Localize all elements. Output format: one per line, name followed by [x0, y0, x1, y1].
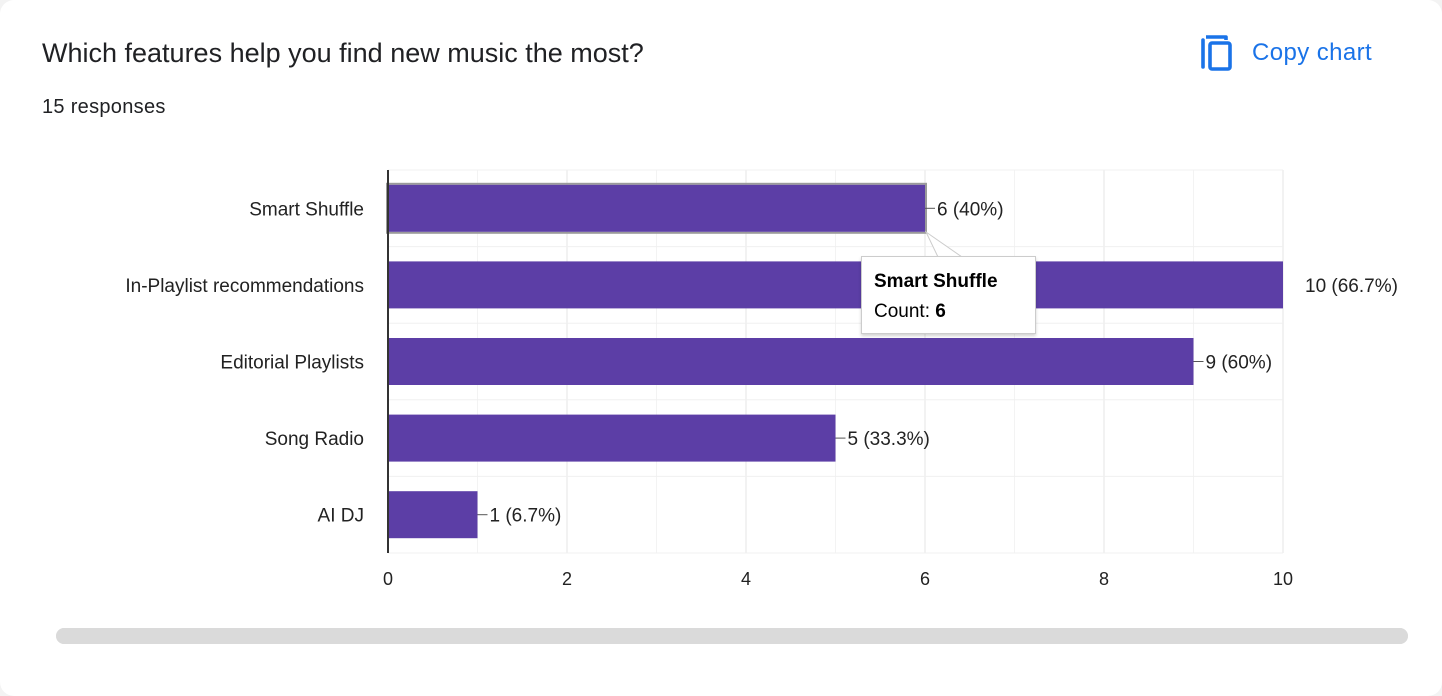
category-label: In-Playlist recommendations	[125, 276, 364, 297]
data-label: 10 (66.7%)	[1305, 276, 1398, 297]
bar	[388, 338, 1194, 385]
data-label: 1 (6.7%)	[490, 506, 562, 527]
data-label: 6 (40%)	[937, 199, 1004, 220]
tooltip-count-value: 6	[935, 301, 946, 322]
category-label: Song Radio	[265, 429, 364, 450]
bar	[388, 414, 836, 462]
copy-chart-button[interactable]: Copy chart	[1192, 30, 1378, 76]
bar-chart: 0 2 4 6 8 10 Smart Shuffle 6 (40%) In-Playlist r…	[125, 169, 1398, 589]
category-label: Smart Shuffle	[249, 199, 364, 220]
bar	[388, 491, 478, 539]
copy-chart-label: Copy chart	[1252, 39, 1373, 66]
copy-icon	[1201, 35, 1232, 71]
bar-tooltip: Smart Shuffle Count: 6	[861, 256, 1036, 334]
data-label: 9 (60%)	[1206, 353, 1273, 374]
x-tick-label: 0	[383, 569, 393, 589]
scrollbar-thumb[interactable]	[56, 628, 1408, 644]
x-tick-label: 6	[920, 569, 930, 589]
category-label: Editorial Playlists	[220, 353, 364, 374]
x-tick-label: 10	[1273, 569, 1293, 589]
x-tick-label: 8	[1099, 569, 1109, 589]
tooltip-title: Smart Shuffle	[874, 271, 998, 292]
bar	[388, 184, 925, 232]
category-label: AI DJ	[318, 506, 364, 527]
x-tick-label: 2	[562, 569, 572, 589]
bar	[388, 261, 1283, 309]
horizontal-scrollbar[interactable]	[56, 628, 1408, 644]
chart-title: Which features help you find new music t…	[42, 38, 644, 68]
data-label: 5 (33.3%)	[848, 429, 930, 450]
response-count: 15 responses	[42, 96, 166, 118]
tooltip-count-label: Count:	[874, 301, 936, 322]
x-tick-label: 4	[741, 569, 751, 589]
